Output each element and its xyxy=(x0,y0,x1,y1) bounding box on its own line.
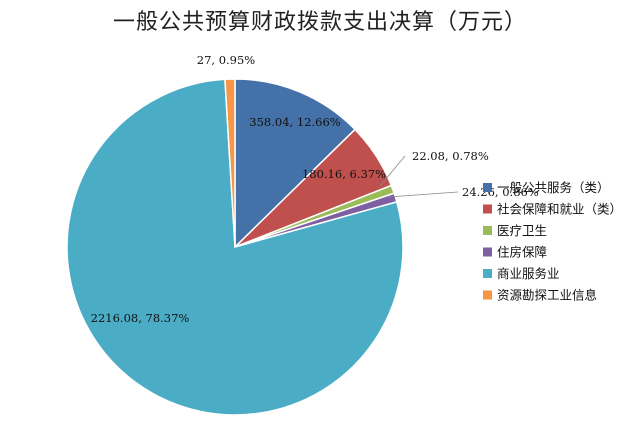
legend-swatch-general-public-services xyxy=(483,183,492,192)
legend-swatch-resource-exploration xyxy=(483,290,492,300)
chart-title: 一般公共预算财政拨款支出决算（万元） xyxy=(112,10,527,35)
legend-label-commercial-services: 商业服务业 xyxy=(497,266,560,281)
leader-line-healthcare xyxy=(379,155,406,187)
legend-swatch-commercial-services xyxy=(483,269,492,278)
pie-slice-general-public-services xyxy=(234,78,357,249)
legend-label-healthcare: 医疗卫生 xyxy=(497,223,547,238)
legend-label-resource-exploration: 资源勘探工业信息 xyxy=(497,288,597,303)
data-label-resource-exploration: 27, 0.95% xyxy=(197,53,256,67)
legend-swatch-healthcare xyxy=(483,226,492,235)
data-label-social-security-employment: 180.16, 6.37% xyxy=(302,167,386,181)
legend-swatch-housing-security xyxy=(483,247,492,257)
pie-slices xyxy=(66,78,404,416)
pie-slice-resource-exploration xyxy=(224,78,236,248)
data-label-housing-security: 24.26, 0.86% xyxy=(462,185,539,199)
data-label-commercial-services: 2216.08, 78.37% xyxy=(91,311,190,325)
legend-label-general-public-services: 一般公共服务（类） xyxy=(497,180,610,195)
pie-data-labels: 358.04, 12.66% 180.16, 6.37% 22.08, 0.78% 2… xyxy=(91,53,539,325)
data-label-healthcare: 22.08, 0.78% xyxy=(412,149,489,163)
data-label-general-public-services: 358.04, 12.66% xyxy=(249,115,340,129)
legend-label-housing-security: 住房保障 xyxy=(497,245,547,260)
legend-swatch-social-security-employment xyxy=(483,204,492,214)
pie-slice-commercial-services xyxy=(66,78,404,416)
label-leader-lines xyxy=(379,155,459,198)
legend-label-social-security-employment: 社会保障和就业（类） xyxy=(497,202,622,217)
leader-line-housing-security xyxy=(387,191,459,198)
